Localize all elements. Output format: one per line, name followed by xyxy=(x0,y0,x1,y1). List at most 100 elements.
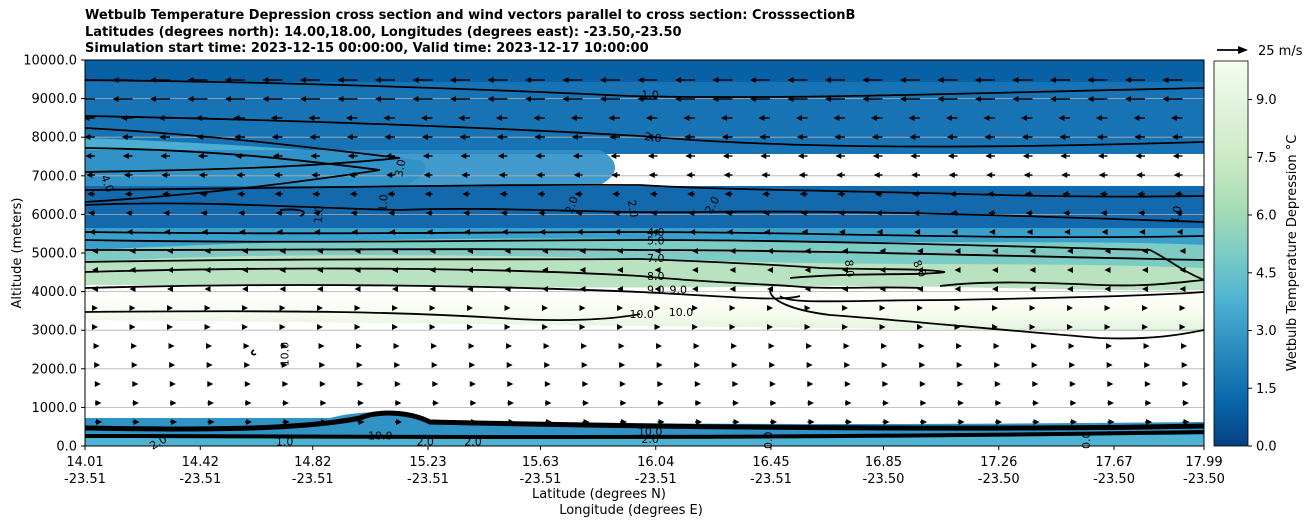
wind-vector-head xyxy=(429,305,436,311)
wind-vector-head xyxy=(469,362,476,368)
wind-vector-head xyxy=(536,172,543,178)
wind-vector-head xyxy=(993,343,1000,349)
wind-vector-head xyxy=(132,381,139,387)
wind-vector-head xyxy=(86,172,93,178)
wind-vector-head xyxy=(1183,419,1190,425)
wind-vector-head xyxy=(767,248,773,254)
wind-vector-head xyxy=(712,77,719,83)
wind-vector-head xyxy=(92,286,98,292)
wind-vector-head xyxy=(470,400,477,406)
wind-vector-head xyxy=(450,77,456,83)
x-axis-label-latitude: Latitude (degrees N) xyxy=(532,487,666,502)
wind-vector-head xyxy=(317,248,323,254)
y-tick-label: 7000.0 xyxy=(32,169,78,184)
colorbar-frame xyxy=(1213,60,1249,447)
wind-vector-head xyxy=(1170,115,1177,121)
wind-vector-head xyxy=(431,343,438,349)
wind-vector-head xyxy=(951,229,958,235)
contour-8 xyxy=(85,267,921,289)
wind-vector-head xyxy=(468,343,475,349)
wind-vector-head xyxy=(769,362,776,368)
wind-vector-head xyxy=(761,172,768,178)
wind-vector-head xyxy=(807,381,814,387)
wind-vector-head xyxy=(1050,77,1056,83)
wind-vector-head xyxy=(279,324,286,330)
wind-vector-head xyxy=(279,248,286,254)
wind-vector-head xyxy=(204,267,211,273)
contour-label: 1.0 xyxy=(1168,205,1184,224)
wind-vector-head xyxy=(386,172,393,178)
contour-10-low xyxy=(250,349,257,356)
wind-vector-head xyxy=(833,115,840,121)
wind-vector-head xyxy=(92,248,98,254)
wind-vector-head xyxy=(422,153,429,159)
wind-vector-head xyxy=(1139,229,1146,235)
wind-vector-head xyxy=(658,419,665,425)
wind-vector-head xyxy=(467,267,473,273)
wind-vector-head xyxy=(614,229,621,235)
wind-vector-head xyxy=(647,153,654,159)
wind-vector-head xyxy=(356,343,363,349)
wind-vector-head xyxy=(562,96,569,102)
wind-vector-head xyxy=(656,343,663,349)
wind-vector-head xyxy=(994,362,1001,368)
wind-vector-head xyxy=(546,419,553,425)
wind-vector-head xyxy=(487,77,494,83)
wind-vector-head xyxy=(695,400,702,406)
wind-vector-head xyxy=(1021,134,1028,140)
wind-vector-head xyxy=(807,400,814,406)
wind-vector-head xyxy=(507,381,514,387)
x-tick-label-latitude: 17.99 xyxy=(1185,455,1222,470)
wind-vector-head xyxy=(1023,172,1030,178)
wind-vector-head xyxy=(909,134,916,140)
wind-vector-head xyxy=(150,77,156,83)
x-tick-label-longitude: -23.51 xyxy=(635,472,677,487)
x-tick-label-longitude: -23.51 xyxy=(407,472,449,487)
wind-vector-head xyxy=(159,134,166,140)
wind-vector-head xyxy=(533,115,540,121)
wind-vector-head xyxy=(1142,267,1148,273)
wind-vector-head xyxy=(300,77,306,83)
wind-vector-head xyxy=(842,324,848,330)
wind-vector-head xyxy=(469,381,476,387)
wind-vector-head xyxy=(950,210,957,216)
contour-low-right-2 xyxy=(779,291,1204,303)
wind-vector-head xyxy=(544,381,551,387)
wind-vector-head xyxy=(279,267,286,273)
wind-vector-head xyxy=(1142,286,1148,292)
wind-vector-head xyxy=(760,153,767,159)
wind-vector-head xyxy=(317,324,323,330)
wind-vector-head xyxy=(421,134,428,140)
wind-vector-head xyxy=(839,229,846,235)
wind-vector-head xyxy=(879,267,886,273)
wind-vector-head xyxy=(954,305,961,311)
wind-vector-head xyxy=(1071,419,1078,425)
wind-vector-head xyxy=(921,419,928,425)
wind-vector-head xyxy=(1142,324,1148,330)
wind-vector-head xyxy=(171,419,178,425)
wind-vector-head xyxy=(1135,153,1142,159)
wind-vector-head xyxy=(845,400,852,406)
wind-vector-head xyxy=(911,172,918,178)
wind-vector-head xyxy=(657,381,664,387)
wind-vector-head xyxy=(617,305,623,311)
wind-vector-head xyxy=(768,343,775,349)
contour-label: 8.0 xyxy=(842,259,856,278)
wind-vector-head xyxy=(204,305,211,311)
wind-vector-head xyxy=(1069,362,1076,368)
wind-vector-head xyxy=(576,229,583,235)
wind-vector-head xyxy=(617,324,623,330)
wind-vector-head xyxy=(836,172,843,178)
wind-vector-head xyxy=(122,153,129,159)
wind-vector-head xyxy=(420,115,427,121)
wind-vector-head xyxy=(237,191,244,197)
wind-vector-head xyxy=(919,362,926,368)
wind-vector-head xyxy=(200,210,207,216)
wind-vector-head xyxy=(1179,324,1186,330)
wind-vector-head xyxy=(729,248,736,254)
wind-vector-head xyxy=(1104,305,1111,311)
wind-vector-head xyxy=(994,381,1001,387)
wind-vector-head xyxy=(686,172,693,178)
wind-vector-head xyxy=(879,324,886,330)
wind-vector-head xyxy=(242,267,248,273)
